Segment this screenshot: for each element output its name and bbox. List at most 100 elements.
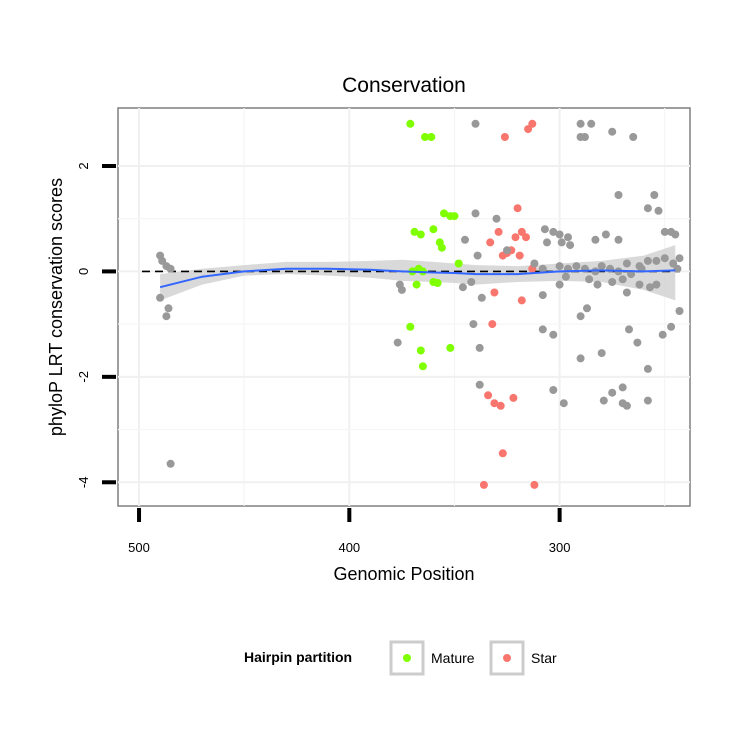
data-point-star (490, 399, 499, 408)
data-point-star (515, 251, 524, 260)
data-point-other (576, 312, 585, 321)
data-point-mature (410, 227, 419, 236)
data-point-other (543, 238, 551, 247)
data-point-mature (416, 346, 425, 355)
data-point-other (492, 214, 501, 223)
data-point-other (475, 380, 484, 389)
data-point-other (561, 272, 570, 281)
data-point-other (538, 291, 547, 300)
data-point-other (162, 312, 171, 321)
data-point-other (654, 206, 663, 215)
legend-title: Hairpin partition (244, 649, 352, 665)
data-point-star (479, 480, 488, 489)
plot-panel (117, 107, 691, 507)
data-point-other (658, 330, 667, 339)
data-point-other (576, 119, 585, 128)
data-point-other (477, 293, 486, 302)
data-point-other (608, 127, 617, 136)
data-point-other (555, 280, 564, 289)
data-point-other (673, 264, 682, 273)
data-point-star (488, 320, 497, 329)
data-point-other (166, 459, 175, 468)
data-point-other (629, 133, 638, 141)
data-point-star (486, 238, 495, 247)
data-point-mature (446, 343, 455, 352)
data-point-mature (450, 212, 459, 221)
data-point-other (643, 364, 652, 373)
data-point-other (643, 204, 652, 213)
data-point-other (564, 233, 572, 242)
data-point-other (475, 343, 484, 352)
data-point-other (458, 283, 467, 292)
data-point-other (643, 256, 652, 265)
data-point-other (625, 325, 633, 334)
data-point-mature (416, 230, 425, 239)
data-point-other (650, 191, 659, 199)
data-point-star (513, 204, 522, 213)
axes-layer: 500 400 300 2 0 -2 -4 (76, 162, 570, 555)
data-point-other (652, 256, 661, 265)
y-tick-label: 0 (76, 268, 91, 275)
data-point-other (549, 386, 558, 394)
data-point-other (576, 354, 585, 363)
data-point-other (614, 191, 623, 199)
data-point-other (471, 209, 480, 218)
data-point-star (517, 296, 526, 305)
data-point-other (559, 399, 568, 408)
data-point-star (522, 233, 530, 242)
data-point-other (675, 254, 684, 263)
data-point-star (494, 227, 503, 236)
data-point-mature (429, 225, 438, 234)
data-point-other (593, 280, 602, 289)
data-point-other (557, 238, 566, 247)
data-point-other (164, 304, 173, 313)
data-point-other (583, 304, 591, 313)
legend: Hairpin partition Mature Star (244, 640, 557, 676)
data-point-star (524, 125, 533, 134)
chart-title: Conservation (342, 74, 466, 97)
x-tick-label: 500 (128, 540, 150, 555)
data-point-mature (437, 243, 446, 252)
data-point-other (622, 288, 631, 297)
data-point-other (503, 246, 511, 255)
x-axis-label: Genomic Position (333, 564, 474, 584)
data-point-other (622, 259, 631, 268)
data-point-mature (440, 209, 448, 218)
data-point-other (566, 241, 575, 250)
data-point-star (511, 233, 520, 242)
y-axis-label: phyloP LRT conservation scores (46, 178, 66, 436)
data-point-other (397, 285, 406, 294)
data-point-star (498, 449, 507, 458)
data-point-other (166, 264, 175, 273)
y-tick-label: -4 (76, 477, 91, 489)
y-tick-label: 2 (76, 162, 91, 169)
data-point-other (572, 262, 581, 271)
data-point-star (484, 391, 493, 400)
data-point-mature (412, 280, 421, 289)
data-point-other (549, 227, 558, 236)
data-point-mature (406, 322, 415, 331)
data-point-other (671, 230, 680, 239)
x-tick-label: 400 (338, 540, 360, 555)
data-point-other (467, 278, 476, 286)
data-point-other (555, 262, 564, 271)
data-point-other (599, 396, 608, 405)
data-point-other (660, 254, 669, 263)
data-point-other (538, 325, 547, 334)
data-point-mature (454, 259, 463, 268)
legend-swatch-star (503, 654, 511, 662)
data-point-other (646, 283, 654, 292)
data-point-other (608, 278, 617, 286)
points-layer (156, 119, 684, 489)
data-point-other (614, 235, 623, 244)
data-point-star (530, 480, 539, 489)
data-point-other (580, 133, 589, 141)
data-point-other (597, 349, 606, 358)
data-point-mature (421, 133, 429, 141)
legend-label-mature: Mature (431, 650, 475, 666)
data-point-mature (427, 133, 436, 141)
data-point-other (540, 225, 549, 234)
data-point-other (471, 119, 480, 128)
